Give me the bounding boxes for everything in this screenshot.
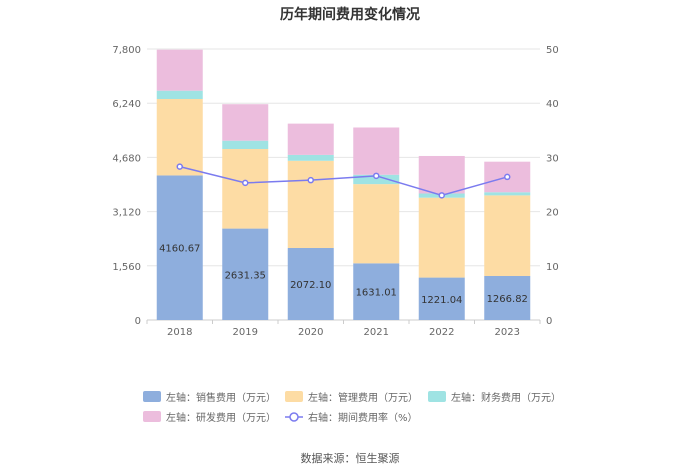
x-tick-label: 2023: [495, 327, 520, 338]
bar-labels: 4160.67 2631.35 2072.10 1631.01 1221.04 1266.…: [159, 244, 528, 306]
bar-value-label: 1221.04: [421, 295, 462, 306]
bar-value-label: 1631.01: [356, 288, 397, 299]
x-tick-label: 2020: [298, 327, 323, 338]
rate-line: [179, 165, 508, 197]
bar-segment-1: [353, 263, 400, 320]
bar-segment-2: [156, 99, 203, 176]
legend-swatch: [428, 391, 446, 402]
left-tick-label: 3,120: [112, 208, 141, 219]
bar-segment-1: [484, 275, 531, 320]
x-tick-label: 2018: [167, 327, 192, 338]
bar-segment-3: [287, 154, 334, 161]
bar-segment-4: [287, 123, 334, 155]
right-axis-ticks: 0 10 20 30 40 50: [546, 45, 559, 327]
right-tick-label: 30: [546, 153, 559, 164]
bar-segment-2: [418, 197, 465, 278]
legend-swatch: [285, 391, 303, 402]
left-tick-label: 1,560: [112, 262, 141, 273]
bar-segment-4: [418, 155, 465, 194]
bar-value-label: 1266.82: [487, 294, 528, 305]
x-tick-label: 2021: [364, 327, 389, 338]
bar-segment-3: [156, 90, 203, 100]
left-tick-label: 7,800: [112, 45, 141, 56]
right-tick-label: 20: [546, 208, 559, 219]
bar-segment-3: [222, 140, 269, 150]
bar-segment-1: [156, 175, 203, 320]
legend-label: 左轴：管理费用（万元）: [308, 391, 418, 404]
right-tick-label: 0: [546, 316, 552, 327]
bar-value-label: 4160.67: [159, 244, 200, 255]
bar-segment-4: [156, 49, 203, 91]
bar-segment-1: [222, 228, 269, 320]
right-tick-label: 10: [546, 262, 559, 273]
source-note: 数据来源：恒生聚源: [301, 451, 400, 465]
left-tick-label: 6,240: [112, 99, 141, 110]
x-tick-label: 2022: [429, 327, 454, 338]
legend-label: 右轴：期间费用率（%）: [308, 411, 418, 424]
bar-segment-4: [353, 127, 400, 175]
legend-swatch: [143, 411, 161, 422]
legend: 左轴：销售费用（万元） 左轴：管理费用（万元） 左轴：财务费用（万元） 左轴：研发费用…: [143, 391, 561, 424]
legend-label: 左轴：财务费用（万元）: [451, 391, 561, 404]
left-axis-ticks: 0 1,560 3,120 4,680 6,240 7,800: [112, 45, 141, 327]
rate-line-group: [176, 163, 511, 199]
left-tick-label: 4,680: [112, 153, 141, 164]
left-tick-label: 0: [135, 316, 141, 327]
right-tick-label: 50: [546, 45, 559, 56]
bar-segment-3: [484, 192, 531, 196]
x-tick-label: 2019: [233, 327, 258, 338]
rate-point: [504, 173, 511, 181]
rate-point: [176, 163, 183, 170]
bars-group: [156, 49, 531, 320]
chart-title: 历年期间费用变化情况: [280, 6, 420, 23]
bar-segment-2: [353, 184, 400, 264]
legend-label: 左轴：研发费用（万元）: [166, 411, 276, 424]
bar-segment-2: [484, 195, 531, 276]
bar-segment-2: [287, 160, 334, 249]
bar-segment-3: [353, 174, 400, 185]
bar-segment-1: [418, 277, 465, 320]
bar-value-label: 2631.35: [225, 270, 266, 281]
rate-point: [242, 179, 249, 187]
x-axis: 2018 2019 2020 2021 2022 2023: [146, 320, 541, 338]
rate-point: [373, 172, 380, 180]
rate-point: [438, 192, 445, 199]
bar-segment-2: [222, 149, 269, 229]
legend-line-marker: [289, 412, 299, 422]
right-tick-label: 40: [546, 99, 559, 110]
bar-segment-4: [222, 104, 269, 141]
legend-label: 左轴：销售费用（万元）: [166, 391, 276, 404]
bar-segment-1: [287, 248, 334, 320]
bar-value-label: 2072.10: [290, 280, 331, 291]
legend-swatch: [143, 391, 161, 402]
rate-point: [307, 176, 314, 184]
